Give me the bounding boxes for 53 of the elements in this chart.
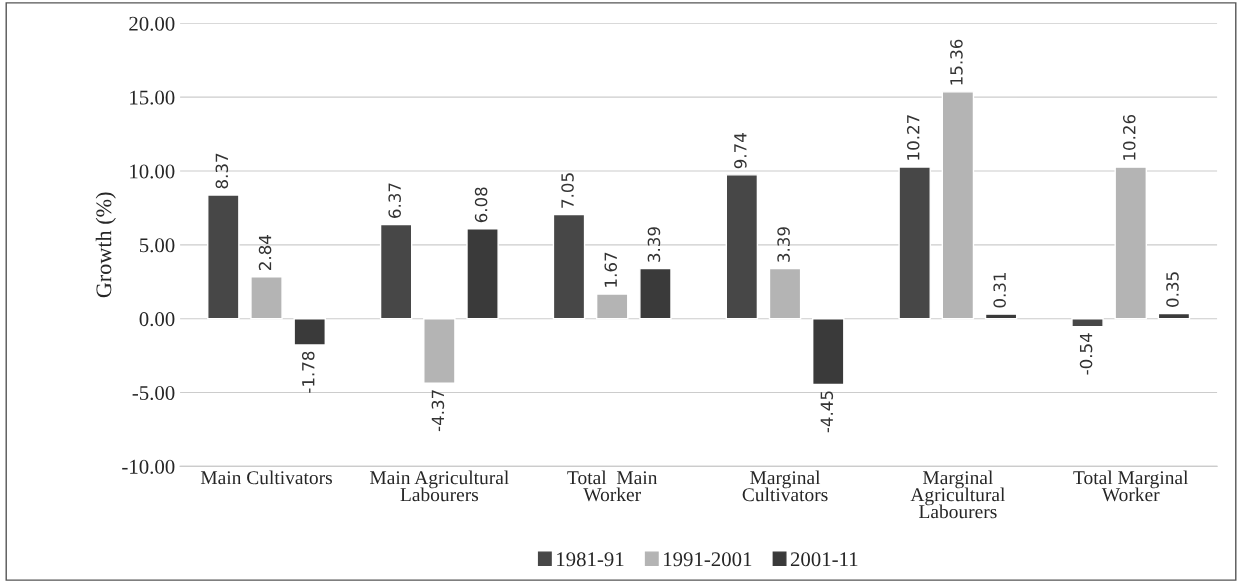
data-label: 15.36 — [950, 39, 963, 85]
bar — [379, 223, 413, 320]
data-label: -1.78 — [301, 351, 315, 393]
data-label: 10.26 — [1122, 114, 1136, 160]
bar — [768, 267, 802, 320]
bar — [984, 313, 1018, 320]
data-label: 9.74 — [734, 133, 747, 169]
y-tick-label: 15.00 — [130, 90, 175, 105]
data-label: 3.39 — [647, 227, 661, 262]
bar — [466, 228, 499, 320]
bar — [1157, 312, 1191, 320]
data-label: 3.39 — [777, 227, 790, 262]
y-tick-label: 0.00 — [139, 312, 175, 327]
bar — [207, 194, 240, 320]
data-label: 0.35 — [1166, 272, 1179, 307]
data-label: -4.45 — [820, 391, 834, 433]
data-label: 6.08 — [474, 187, 488, 223]
x-tick-label: Marginal Agricultural Labourers — [910, 470, 1006, 519]
legend-label: 2001-11 — [790, 552, 858, 567]
y-tick-label: 10.00 — [130, 164, 175, 179]
bar — [898, 166, 931, 320]
bar — [1114, 166, 1147, 320]
data-label: 10.27 — [906, 115, 920, 160]
data-label: 1.67 — [604, 252, 618, 287]
bar — [552, 213, 586, 320]
x-tick-label: Main Cultivators — [200, 470, 332, 485]
x-tick-label: Main Agricultural Labourers — [369, 470, 509, 502]
bar — [595, 293, 629, 320]
bar — [250, 276, 283, 320]
data-label: 0.31 — [993, 273, 1006, 308]
bar — [423, 318, 456, 384]
bar — [1071, 318, 1104, 328]
data-label: 2.84 — [258, 235, 272, 270]
data-label: -0.54 — [1079, 333, 1093, 375]
y-tick-label: -10.00 — [122, 459, 175, 474]
x-tick-label: Total Main Worker — [567, 470, 658, 502]
bar — [725, 174, 759, 320]
y-tick-label: 5.00 — [139, 238, 175, 253]
bar — [941, 91, 975, 320]
y-axis-title: Growth (%) — [95, 192, 116, 298]
x-tick-label: Marginal Cultivators — [742, 470, 828, 502]
data-label: -4.37 — [431, 390, 445, 432]
data-label: 7.05 — [561, 173, 574, 208]
bar — [812, 318, 845, 386]
y-tick-label: 20.00 — [129, 16, 175, 31]
legend-label: 1991-2001 — [664, 552, 752, 567]
data-label: 6.37 — [388, 183, 401, 218]
data-label: 8.37 — [215, 153, 229, 189]
legend-label: 1981-91 — [557, 552, 624, 567]
bar — [639, 267, 672, 320]
y-tick-label: -5.00 — [132, 385, 175, 401]
x-tick-label: Total Marginal Worker — [1073, 470, 1189, 502]
bar — [293, 318, 326, 346]
